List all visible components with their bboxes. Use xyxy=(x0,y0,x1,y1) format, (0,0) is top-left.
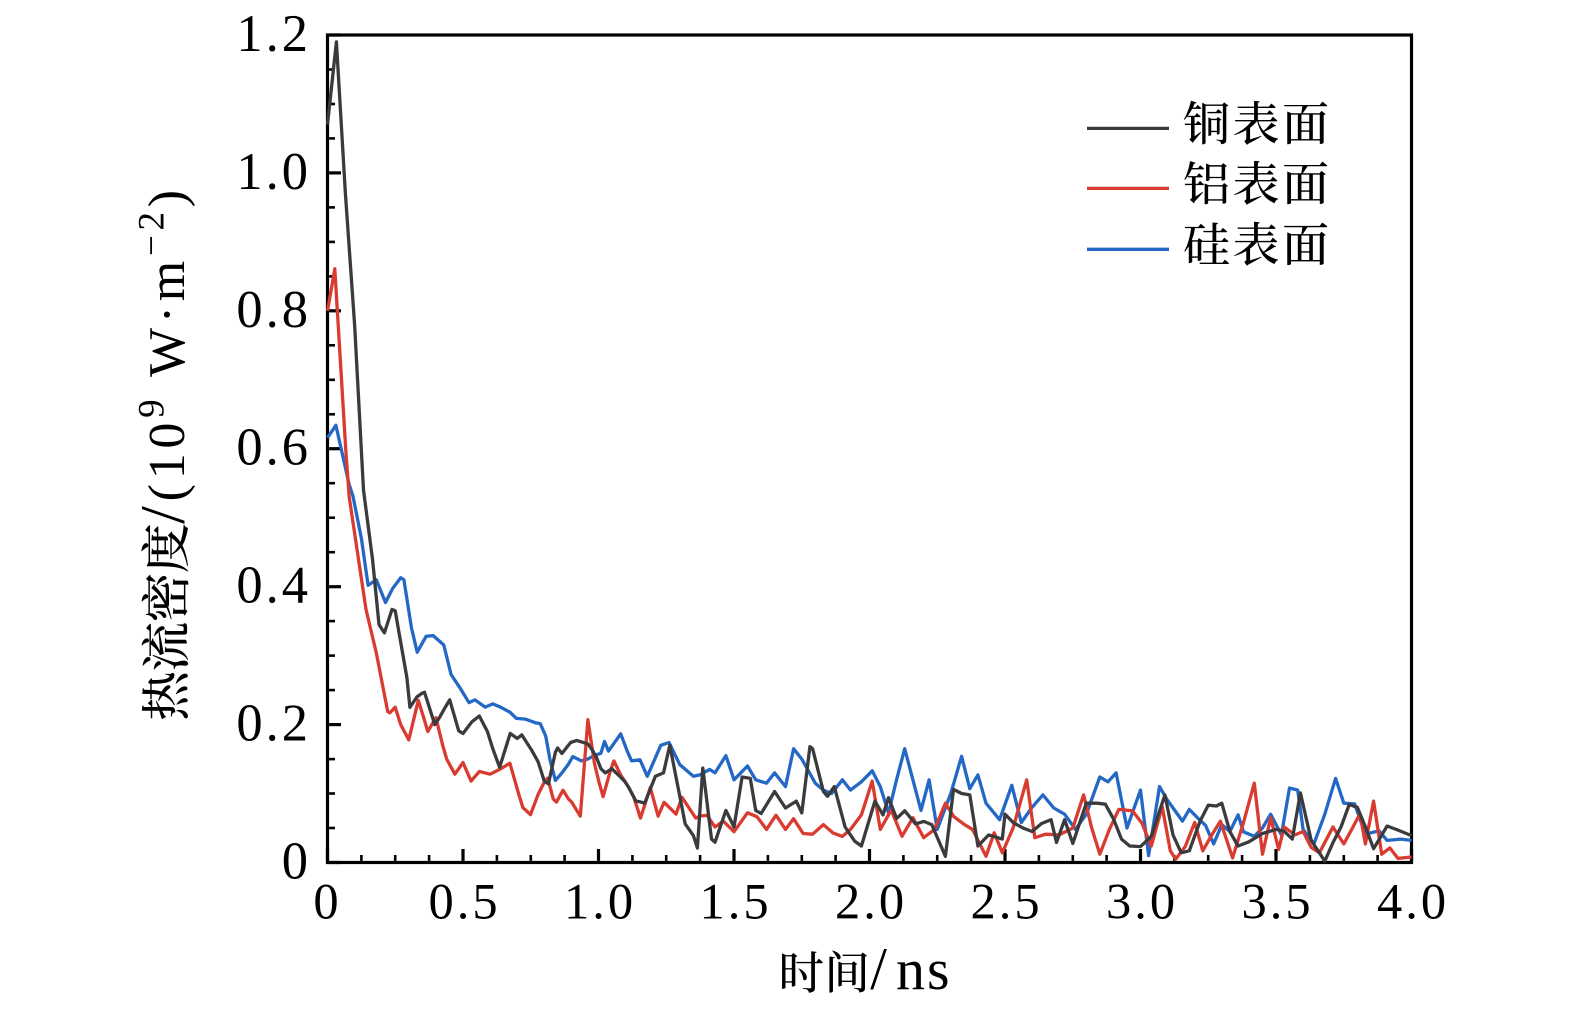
svg-text:0: 0 xyxy=(313,874,341,930)
svg-text:2.5: 2.5 xyxy=(970,874,1042,930)
svg-text:1.0: 1.0 xyxy=(564,874,636,930)
svg-text:0.2: 0.2 xyxy=(236,695,311,753)
svg-text:0.6: 0.6 xyxy=(236,419,311,477)
svg-text:2.0: 2.0 xyxy=(835,874,907,930)
svg-text:4.0: 4.0 xyxy=(1377,874,1449,930)
svg-text:1.0: 1.0 xyxy=(236,143,311,201)
svg-text:1.2: 1.2 xyxy=(236,5,311,63)
svg-text:/(109 W·m−2): /(109 W·m−2) xyxy=(127,185,198,524)
svg-text:0.5: 0.5 xyxy=(428,874,500,930)
svg-text:0.4: 0.4 xyxy=(236,557,311,615)
svg-text:/ns: / ns xyxy=(870,936,949,1002)
svg-text:0: 0 xyxy=(282,833,311,891)
svg-text:3.5: 3.5 xyxy=(1241,874,1313,930)
svg-text:1.5: 1.5 xyxy=(699,874,771,930)
svg-text:0.8: 0.8 xyxy=(236,281,311,339)
svg-text:3.0: 3.0 xyxy=(1106,874,1178,930)
